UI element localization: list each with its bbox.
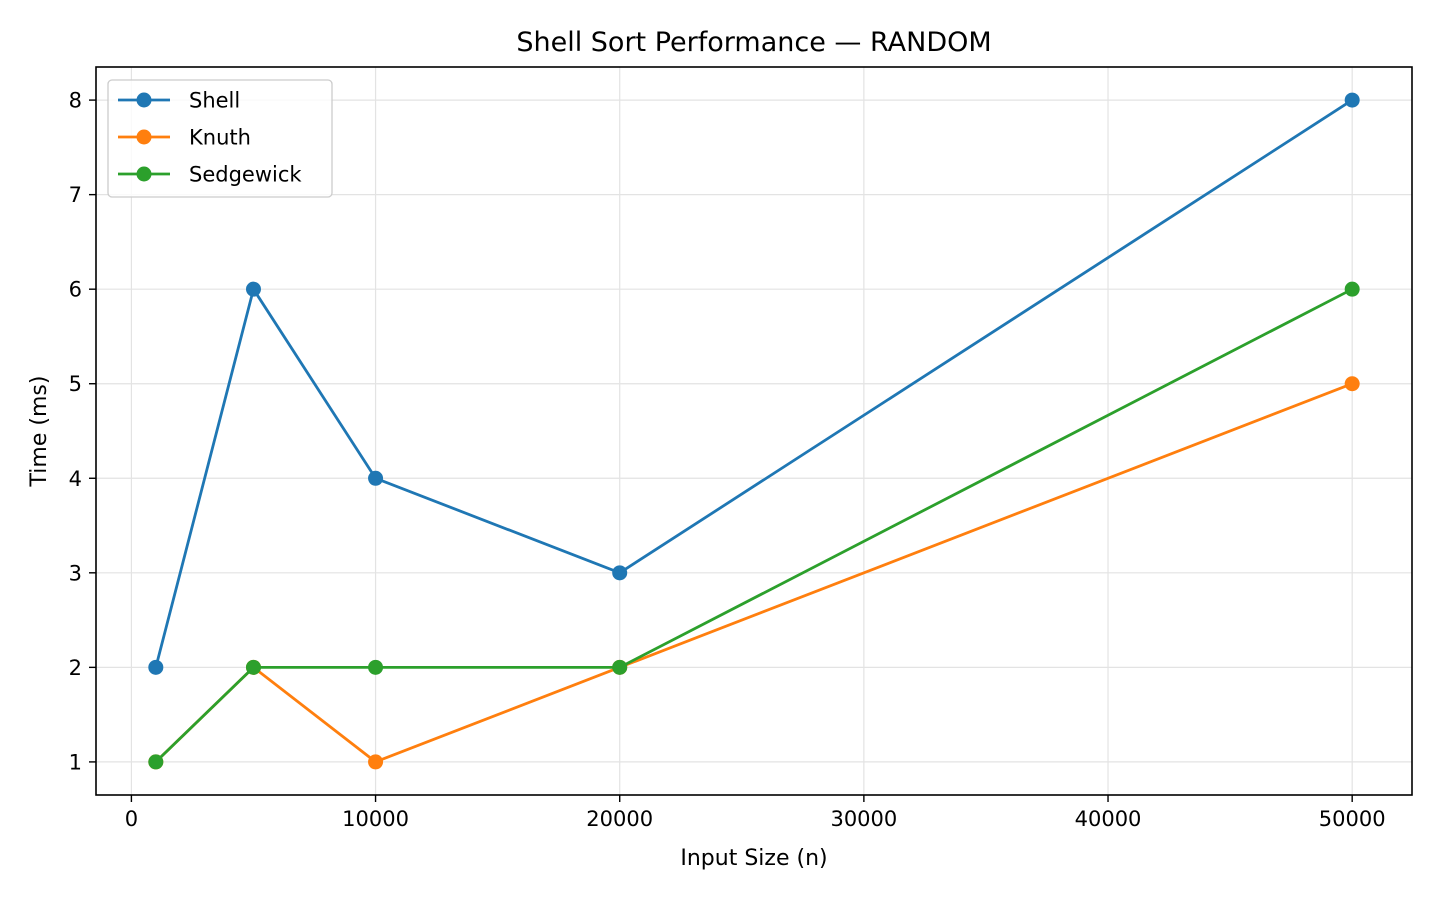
tick-layer: 0 10000 20000 30000 40000 50000 1 2 3 4 5 6 7 8 [69,89,1386,831]
chart-title: Shell Sort Performance — RANDOM [516,27,991,58]
legend-marker-knuth [136,129,152,145]
y-tick-label: 8 [69,89,82,113]
data-point-sedgewick [1344,281,1360,297]
legend-entry-shell: Shell [118,89,240,113]
data-point-shell [1344,92,1360,108]
data-point-knuth [368,754,384,770]
y-tick-label: 7 [69,183,82,207]
data-point-sedgewick [245,659,261,675]
y-tick-label: 4 [69,467,82,491]
legend-box [107,79,333,198]
legend-entry-sedgewick: Sedgewick [118,163,302,187]
y-tick-label: 1 [69,750,82,774]
x-axis-label: Input Size (n) [680,846,827,871]
data-point-knuth [1344,376,1360,392]
series-line-sedgewick [154,287,1354,764]
legend-label-shell: Shell [189,89,240,113]
data-point-shell [245,281,261,297]
legend: Shell Knuth Sedgewick [107,79,333,198]
series-layer [148,92,1360,770]
legend-label-knuth: Knuth [189,126,251,150]
legend-label-sedgewick: Sedgewick [189,163,302,187]
data-point-shell [612,565,628,581]
x-tick-label: 50000 [1319,807,1386,831]
legend-entry-knuth: Knuth [118,126,251,150]
x-tick-label: 30000 [830,807,897,831]
y-tick-label: 5 [69,372,82,396]
x-tick-label: 0 [125,807,138,831]
x-tick-label: 10000 [342,807,409,831]
x-tick-label: 40000 [1075,807,1142,831]
legend-entries: Shell Knuth Sedgewick [118,89,302,187]
y-tick-label: 6 [69,278,82,302]
data-point-sedgewick [612,659,628,675]
data-point-sedgewick [148,754,164,770]
data-point-shell [368,470,384,486]
data-point-sedgewick [368,659,384,675]
series-shell [148,92,1360,675]
legend-marker-shell [136,92,152,108]
x-tick-label: 20000 [586,807,653,831]
series-sedgewick [148,281,1360,770]
y-axis-label: Time (ms) [27,376,52,488]
data-point-shell [148,659,164,675]
legend-marker-sedgewick [136,166,152,182]
plot-frame [95,66,1413,796]
y-tick-label: 3 [69,561,82,585]
y-tick-label: 2 [69,656,82,680]
